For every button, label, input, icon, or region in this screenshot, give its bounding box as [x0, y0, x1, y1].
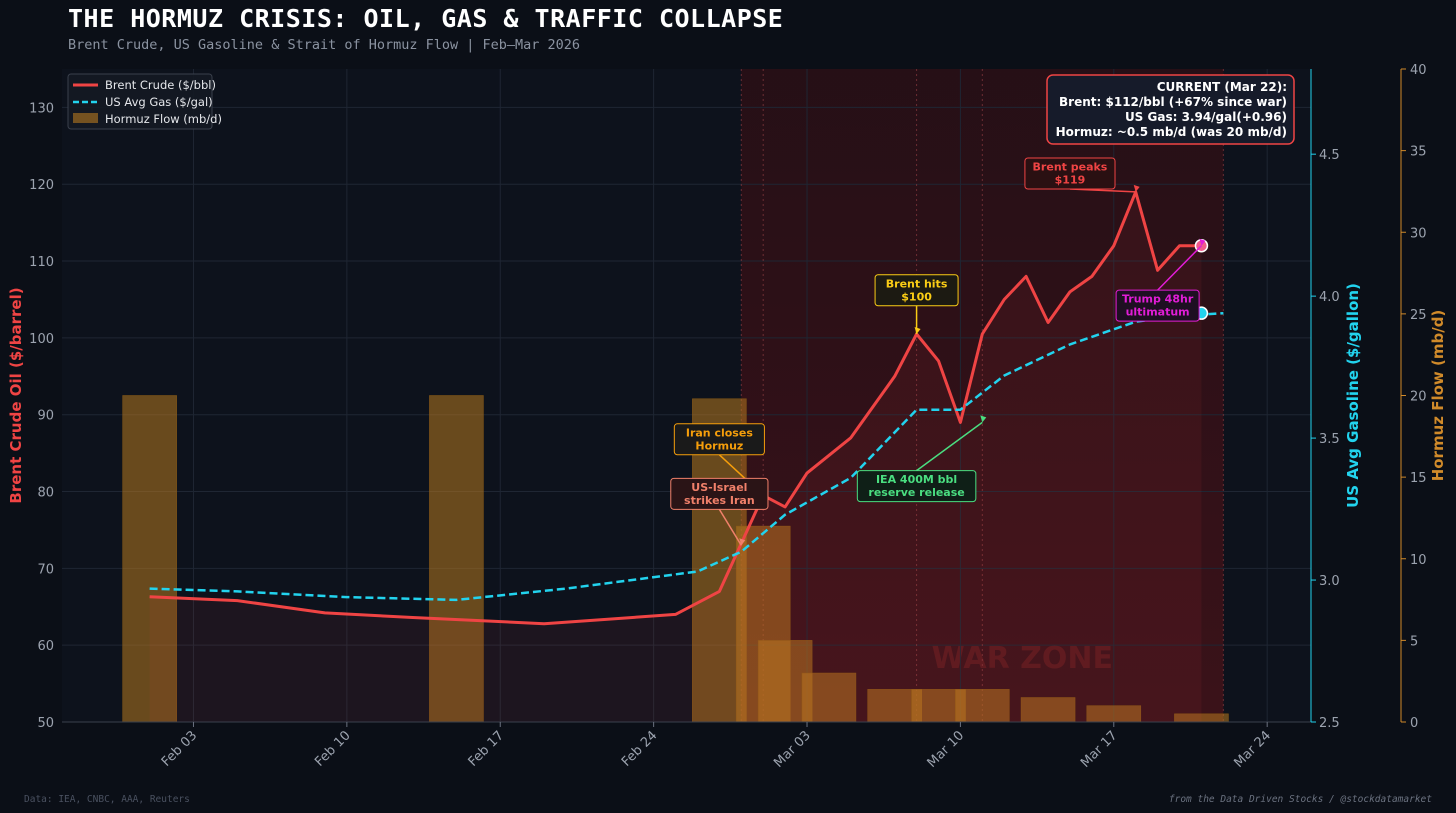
hormuz-flow-bar	[1020, 697, 1076, 723]
annotation-box	[1115, 289, 1200, 322]
annotation-text: strikes Iran	[684, 494, 755, 507]
annotation-arrow	[718, 508, 742, 546]
annotation: Brent peaks$119	[1024, 157, 1140, 193]
annotation-text: Brent hits	[886, 277, 948, 290]
annotation-text: IEA 400M bbl	[876, 473, 957, 486]
annotation-box	[673, 423, 765, 456]
y-flow-tick-label: 15	[1410, 471, 1427, 486]
x-tick-label: Mar 10	[925, 728, 968, 771]
annotation-box	[1024, 157, 1116, 190]
y-left-tick-label: 80	[37, 486, 54, 501]
legend-entry: US Avg Gas ($/gal)	[105, 95, 213, 109]
y-flow-tick-label: 20	[1410, 390, 1427, 405]
current-box-line: CURRENT (Mar 22):	[1157, 80, 1287, 94]
page-title: THE HORMUZ CRISIS: OIL, GAS & TRAFFIC CO…	[68, 4, 784, 33]
y-left-tick-label: 90	[37, 409, 54, 424]
annotation-arrow	[1157, 245, 1202, 291]
y-gas-tick-label: 2.5	[1319, 716, 1340, 731]
x-tick-label: Feb 03	[159, 728, 201, 770]
y-flow-tick-label: 10	[1410, 553, 1427, 568]
y-left-tick-label: 60	[37, 639, 54, 654]
y-gas-tick-label: 3.0	[1319, 574, 1340, 589]
x-tick-label: Feb 17	[466, 728, 508, 770]
annotation-text: Hormuz	[695, 439, 743, 452]
annotation-text: Trump 48hr	[1122, 293, 1194, 306]
y-flow-tick-label: 35	[1410, 145, 1427, 160]
annotation-arrowhead	[739, 538, 746, 546]
y-left-tick-label: 120	[29, 178, 54, 193]
y-flow-tick-label: 25	[1410, 308, 1427, 323]
war-zone-label: WAR ZONE	[932, 641, 1113, 676]
brent-line	[149, 190, 1202, 626]
hormuz-flow-bar	[801, 672, 857, 723]
y-flow-tick-label: 5	[1410, 634, 1418, 649]
annotation-arrowhead	[1199, 238, 1206, 246]
annotation: Brent hits$100	[874, 274, 959, 335]
current-status-box: CURRENT (Mar 22):Brent: $112/bbl (+67% s…	[1046, 74, 1295, 145]
annotation-text: US-Israel	[691, 481, 747, 494]
hormuz-flow-bar	[429, 395, 484, 723]
current-box-line: Brent: $112/bbl (+67% since war)	[1059, 95, 1287, 109]
legend-entry: Hormuz Flow (mb/d)	[105, 112, 222, 126]
legend: Brent Crude ($/bbl) US Avg Gas ($/gal) Hor…	[67, 73, 222, 130]
y-left-tick-label: 110	[29, 255, 54, 270]
legend-swatch-hormuz	[73, 113, 98, 123]
y-gas-tick-label: 4.0	[1319, 290, 1340, 305]
y-left-tick-label: 130	[29, 101, 54, 116]
y-flow-tick-label: 0	[1410, 716, 1418, 731]
y-left-tick-label: 100	[29, 332, 54, 347]
annotation-text: $100	[901, 290, 932, 303]
current-box-line: US Gas: 3.94/gal(+0.96)	[1125, 110, 1287, 124]
current-box-line: Hormuz: ~0.5 mb/d (was 20 mb/d)	[1056, 125, 1287, 139]
hormuz-flow-bar	[955, 689, 1010, 723]
y-flow-axis-title: Hormuz Flow (mb/d)	[1429, 310, 1447, 482]
current-box-frame	[1046, 74, 1295, 145]
x-tick-label: Feb 24	[619, 728, 661, 770]
x-tick-label: Mar 03	[771, 728, 814, 771]
y-flow-tick-label: 40	[1410, 63, 1427, 78]
page-subtitle: Brent Crude, US Gasoline & Strait of Hor…	[68, 37, 581, 53]
brent-area	[149, 191, 1202, 722]
y-flow-tick-label: 30	[1410, 226, 1427, 241]
y-gas-tick-label: 3.5	[1319, 432, 1340, 447]
annotation-text: ultimatum	[1126, 306, 1190, 319]
annotation-text: Iran closes	[686, 426, 753, 439]
annotation-arrowhead	[1133, 184, 1140, 192]
annotation-text: Brent peaks	[1033, 160, 1108, 173]
annotation-box	[856, 470, 977, 503]
y-gas-axis-title: US Avg Gasoline ($/gallon)	[1344, 283, 1362, 508]
annotation-arrowhead	[980, 415, 987, 423]
x-tick-label: Feb 10	[312, 728, 354, 770]
y-left-tick-label: 70	[37, 562, 54, 577]
annotation-text: reserve release	[868, 486, 964, 499]
y-gas-tick-label: 4.5	[1319, 148, 1340, 163]
annotation-box	[670, 477, 769, 510]
annotation-text: $119	[1055, 173, 1086, 186]
legend-entry: Brent Crude ($/bbl)	[105, 78, 216, 92]
gas-line	[149, 311, 1224, 602]
credit-note: from the Data Driven Stocks / @stockdata…	[1168, 794, 1432, 805]
annotation-box	[874, 274, 959, 307]
legend-box	[67, 73, 213, 130]
x-tick-label: Mar 24	[1231, 728, 1274, 771]
y-left-tick-label: 50	[37, 716, 54, 731]
annotation-arrowhead	[914, 327, 921, 335]
annotation-arrow	[916, 421, 983, 472]
source-note: Data: IEA, CNBC, AAA, Reuters	[24, 794, 190, 805]
hormuz-flow-bar	[122, 395, 177, 723]
y-left-axis-title: Brent Crude Oil ($/barrel)	[7, 287, 25, 503]
x-tick-label: Mar 17	[1078, 728, 1121, 771]
